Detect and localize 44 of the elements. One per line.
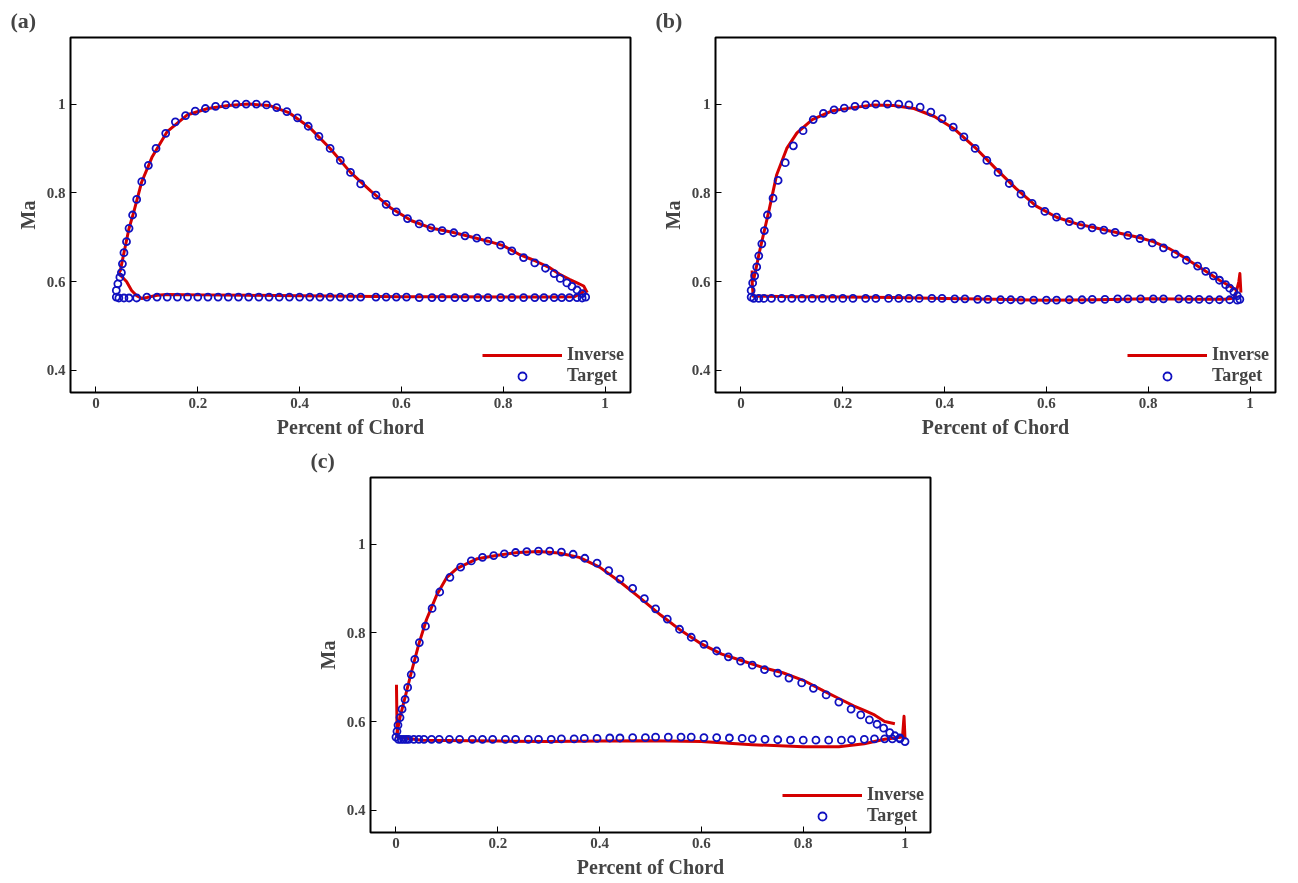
legend-label: Inverse bbox=[567, 344, 624, 365]
x-axis-title: Percent of Chord bbox=[576, 855, 725, 878]
x-tick-label: 0.8 bbox=[793, 834, 813, 851]
legend-label: Inverse bbox=[867, 784, 924, 805]
y-tick-label: 0.6 bbox=[691, 273, 711, 290]
x-tick-label: 0.6 bbox=[392, 394, 412, 411]
chart-title: (b) bbox=[655, 7, 683, 33]
legend-label: Target bbox=[1212, 365, 1263, 386]
x-tick-label: 0.4 bbox=[935, 394, 955, 411]
legend-label: Inverse bbox=[1212, 344, 1269, 365]
x-tick-label: 0.8 bbox=[493, 394, 513, 411]
chart-title: (c) bbox=[310, 447, 335, 473]
x-tick-label: 0.8 bbox=[1138, 394, 1158, 411]
x-tick-label: 0 bbox=[92, 394, 100, 411]
y-tick-label: 0.8 bbox=[46, 184, 66, 201]
x-tick-label: 1 bbox=[901, 834, 909, 851]
x-tick-label: 1 bbox=[1246, 394, 1254, 411]
y-tick-label: 0.6 bbox=[346, 713, 366, 730]
x-axis-title: Percent of Chord bbox=[921, 415, 1070, 438]
x-tick-label: 0.2 bbox=[488, 834, 508, 851]
chart-title: (a) bbox=[10, 7, 37, 33]
y-tick-label: 0.4 bbox=[46, 362, 66, 379]
y-tick-label: 0.4 bbox=[691, 362, 711, 379]
legend-label: Target bbox=[867, 805, 918, 826]
y-tick-label: 1 bbox=[703, 96, 711, 113]
y-axis-title: Ma bbox=[316, 640, 339, 670]
y-tick-label: 0.6 bbox=[46, 273, 66, 290]
x-tick-label: 0.4 bbox=[290, 394, 310, 411]
x-tick-label: 0.2 bbox=[833, 394, 853, 411]
x-axis-title: Percent of Chord bbox=[276, 415, 425, 438]
x-tick-label: 0 bbox=[737, 394, 745, 411]
y-tick-label: 1 bbox=[58, 96, 66, 113]
y-tick-label: 1 bbox=[358, 536, 366, 553]
y-tick-label: 0.8 bbox=[346, 624, 366, 641]
y-axis-title: Ma bbox=[16, 200, 39, 230]
x-tick-label: 1 bbox=[601, 394, 609, 411]
legend-label: Target bbox=[567, 365, 618, 386]
x-tick-label: 0.2 bbox=[188, 394, 208, 411]
x-tick-label: 0.4 bbox=[590, 834, 610, 851]
y-axis-title: Ma bbox=[661, 200, 684, 230]
x-tick-label: 0.6 bbox=[1037, 394, 1057, 411]
y-tick-label: 0.4 bbox=[346, 802, 366, 819]
y-tick-label: 0.8 bbox=[691, 184, 711, 201]
x-tick-label: 0 bbox=[392, 834, 400, 851]
